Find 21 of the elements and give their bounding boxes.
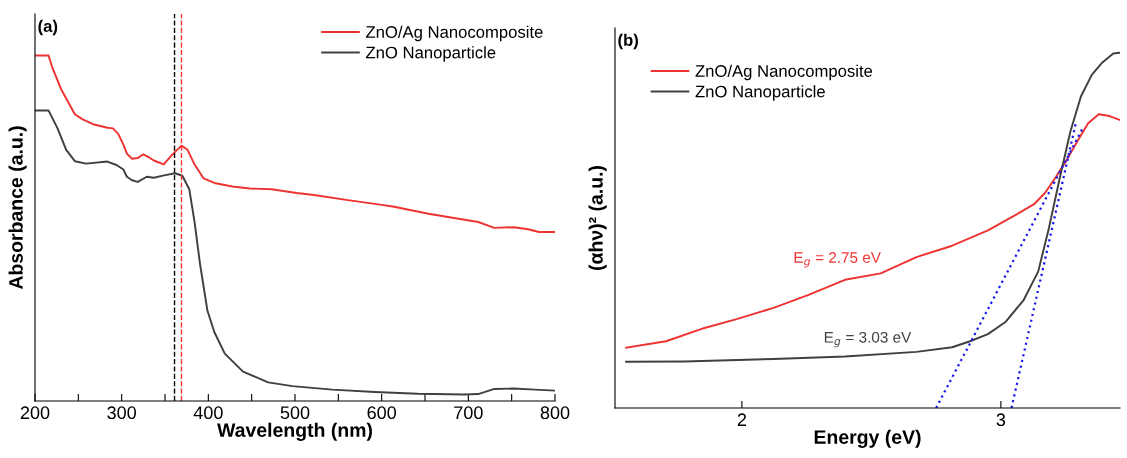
annotation: E$_{g}$ = 3.03 eV <box>824 331 912 348</box>
annotation: E$_{g}$ = 2.75 eV <box>794 252 881 268</box>
x-tick-label: 400 <box>193 406 223 420</box>
x-tick-label: 3 <box>996 413 1006 427</box>
x-axis-title: Energy (eV) <box>814 429 921 448</box>
chart-title: (b) <box>618 33 638 50</box>
x-tick-label: 600 <box>367 406 397 420</box>
x-tick-label: 200 <box>20 406 50 420</box>
legend-label: ZnO/Ag Nanocomposite <box>695 64 873 81</box>
y-axis-title: (αhν)² (a.u.) <box>588 166 607 270</box>
x-tick-label: 800 <box>540 406 570 420</box>
legend-label: ZnO Nanoparticle <box>695 85 825 101</box>
x-tick-label: 700 <box>454 406 483 420</box>
x-tick-label: 500 <box>280 406 310 420</box>
y-axis-title: Absorbance (a.u.) <box>8 126 27 290</box>
x-tick-label: 2 <box>737 413 747 426</box>
chart-title: (a) <box>38 19 58 36</box>
legend-label: ZnO Nanoparticle <box>366 46 496 62</box>
x-tick-label: 300 <box>107 406 137 420</box>
legend-label: ZnO/Ag Nanocomposite <box>366 25 543 42</box>
x-axis-title: Wavelength (nm) <box>217 422 372 441</box>
